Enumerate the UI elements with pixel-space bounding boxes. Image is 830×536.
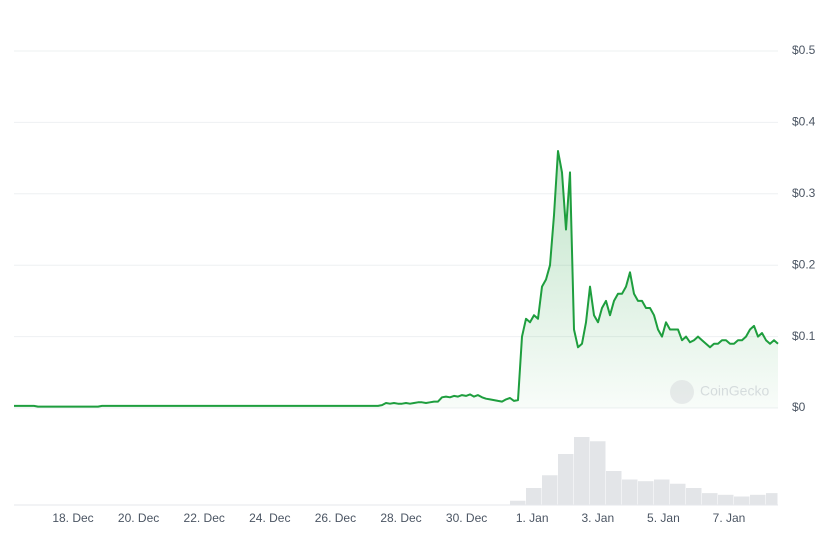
y-tick-label: $0.3: [792, 186, 816, 200]
x-tick-label: 22. Dec: [184, 511, 225, 525]
y-tick-label: $0.1: [792, 329, 816, 343]
volume-bar: [718, 494, 734, 505]
volume-bar: [686, 488, 702, 505]
volume-bar: [702, 493, 718, 505]
x-tick-label: 28. Dec: [380, 511, 421, 525]
x-tick-label: 30. Dec: [446, 511, 487, 525]
x-tick-label: 24. Dec: [249, 511, 290, 525]
watermark-text: CoinGecko: [700, 383, 769, 399]
volume-bar: [558, 454, 574, 505]
volume-bar: [750, 494, 766, 505]
volume-bar: [622, 479, 638, 505]
x-tick-label: 18. Dec: [52, 511, 93, 525]
volume-bar: [654, 479, 670, 505]
x-tick-label: 3. Jan: [581, 511, 614, 525]
volume-bar: [606, 471, 622, 505]
y-tick-label: $0: [792, 400, 806, 414]
volume-bar: [526, 488, 542, 505]
volume-bar: [510, 500, 526, 505]
volume-bar: [590, 441, 606, 505]
y-tick-label: $0.5: [792, 43, 816, 57]
volume-bar: [734, 496, 750, 505]
y-tick-label: $0.2: [792, 257, 816, 271]
x-tick-label: 5. Jan: [647, 511, 680, 525]
x-tick-label: 26. Dec: [315, 511, 356, 525]
x-tick-label: 7. Jan: [713, 511, 746, 525]
watermark: CoinGecko: [670, 380, 769, 404]
x-tick-label: 20. Dec: [118, 511, 159, 525]
volume-bar: [638, 481, 654, 505]
volume-bar: [766, 493, 778, 505]
volume-bar: [542, 475, 558, 505]
x-tick-label: 1. Jan: [516, 511, 549, 525]
volume-bar: [574, 437, 590, 505]
price-line: [14, 150, 779, 408]
volume-bar: [670, 483, 686, 505]
area: [14, 151, 778, 408]
y-tick-label: $0.4: [792, 115, 816, 129]
